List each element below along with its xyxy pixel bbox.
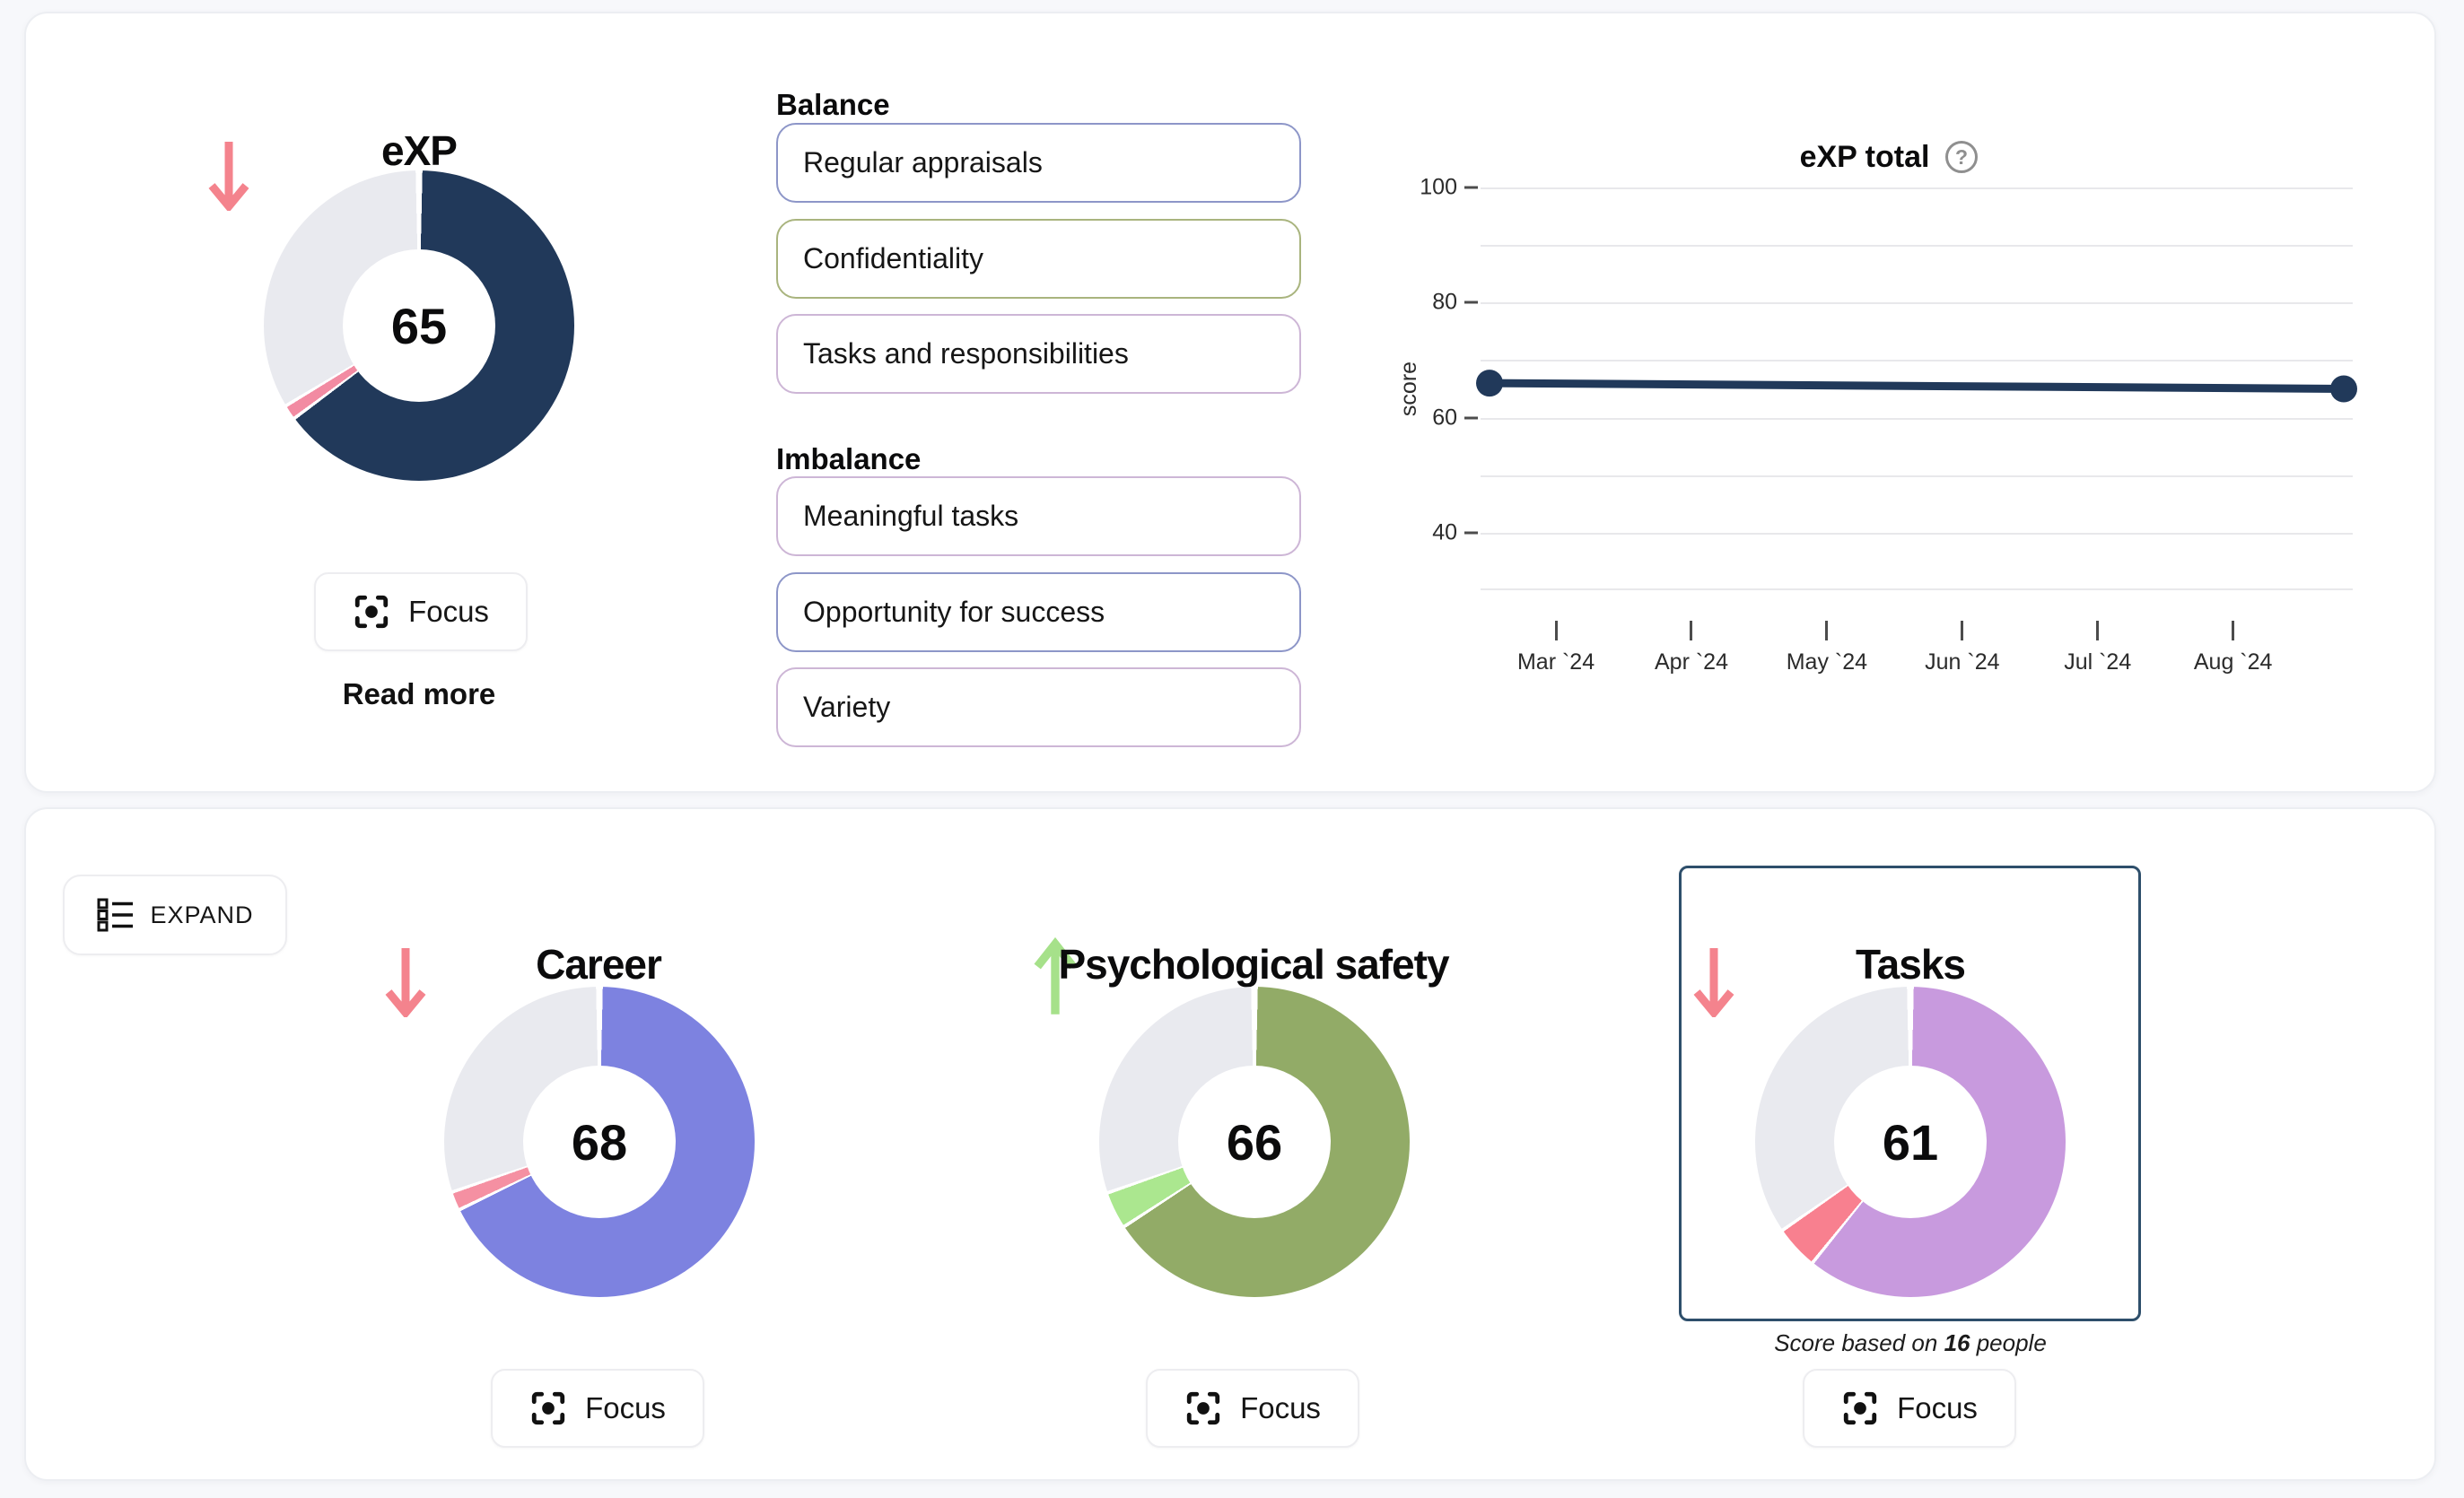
x-tick-label: Jun `24 (1925, 649, 2000, 675)
x-tick-mark (2232, 621, 2235, 640)
focus-icon (531, 1391, 565, 1425)
psychological-safety-donut-chart[interactable]: 66 (1099, 987, 1410, 1297)
x-tick-label: May `24 (1786, 649, 1868, 675)
exp-total-chart: score 100 80 60 40 Mar `24 Apr `24 May `24 Jun … (1397, 175, 2357, 675)
psychological-safety-score: 66 (1226, 1113, 1283, 1171)
focus-icon (1186, 1391, 1220, 1425)
svg-text:?: ? (1955, 145, 1968, 169)
gridline (1481, 532, 2353, 535)
list-icon (97, 898, 134, 932)
balance-item-tasks-responsibilities[interactable]: Tasks and responsibilities (776, 314, 1301, 394)
exp-total-chart-title: eXP total ? (1614, 135, 2165, 179)
balance-header: Balance (776, 88, 890, 121)
y-axis-label-text: score (1396, 361, 1422, 417)
x-tick-label: Aug `24 (2193, 649, 2273, 675)
exp-title: eXP (381, 127, 458, 175)
balance-item-label: Regular appraisals (803, 146, 1043, 179)
imbalance-item-meaningful-tasks[interactable]: Meaningful tasks (776, 476, 1301, 556)
tasks-donut-chart[interactable]: 61 (1755, 987, 2066, 1297)
x-tick-mark (1961, 621, 1964, 640)
exp-score: 65 (390, 297, 448, 354)
y-tick-mark (1464, 416, 1478, 420)
y-tick-label: 60 (1432, 405, 1457, 431)
tasks-selected-box[interactable] (1679, 866, 2141, 1321)
data-point-marker (1476, 370, 1503, 397)
focus-button-psychological-safety[interactable]: Focus (1146, 1369, 1359, 1448)
x-tick-label: Apr `24 (1654, 649, 1728, 675)
exp-donut-hole: 65 (343, 249, 495, 402)
imbalance-item-variety[interactable]: Variety (776, 667, 1301, 747)
balance-item-regular-appraisals[interactable]: Regular appraisals (776, 123, 1301, 203)
balance-item-label: Confidentiality (803, 242, 983, 274)
imbalance-header: Imbalance (776, 442, 922, 475)
trend-down-icon (385, 948, 426, 1017)
psychological-safety-title: Psychological safety (1058, 941, 1449, 989)
imbalance-item-opportunity-for-success[interactable]: Opportunity for success (776, 572, 1301, 652)
trend-up-icon (1034, 936, 1077, 1015)
gridline (1481, 360, 2353, 362)
tasks-score-note: Score based on 16 people (1686, 1329, 2135, 1357)
expand-button[interactable]: EXPAND (63, 875, 287, 955)
balance-item-label: Tasks and responsibilities (803, 337, 1129, 370)
tasks-donut-hole: 61 (1834, 1066, 1987, 1218)
gridline (1481, 588, 2353, 590)
gridline (1481, 187, 2353, 189)
read-more-link[interactable]: Read more (342, 677, 496, 710)
score-note-count: 16 (1944, 1329, 1970, 1356)
gridline (1481, 302, 2353, 305)
x-tick-mark (1825, 621, 1829, 640)
focus-button-tasks[interactable]: Focus (1803, 1369, 2016, 1448)
focus-button-label: Focus (1240, 1391, 1321, 1424)
exp-total-line-series (1476, 370, 2357, 403)
y-tick-label: 100 (1420, 174, 1457, 200)
expand-button-label: EXPAND (150, 901, 254, 928)
trend-down-icon (208, 142, 249, 211)
score-note-suffix: people (1970, 1329, 2047, 1356)
focus-button-exp[interactable]: Focus (314, 572, 528, 651)
career-donut-hole: 68 (523, 1066, 676, 1218)
score-note-prefix: Score based on (1774, 1329, 1944, 1356)
gridline (1481, 245, 2353, 248)
tasks-score: 61 (1882, 1113, 1939, 1171)
focus-button-career[interactable]: Focus (491, 1369, 704, 1448)
gridline (1481, 417, 2353, 420)
focus-button-label: Focus (585, 1391, 666, 1424)
gridline (1481, 475, 2353, 477)
x-tick-mark (1554, 621, 1558, 640)
imbalance-item-label: Meaningful tasks (803, 500, 1019, 532)
balance-item-confidentiality[interactable]: Confidentiality (776, 219, 1301, 299)
career-donut-chart[interactable]: 68 (444, 987, 755, 1297)
focus-button-label: Focus (408, 595, 489, 628)
y-tick-label: 40 (1432, 519, 1457, 545)
career-score: 68 (571, 1113, 628, 1171)
categories-card: EXPAND Career 68 Focus Psychological saf… (24, 807, 2436, 1481)
x-tick-mark (1690, 621, 1693, 640)
exp-summary-card: eXP 65 Focus Read more Balance Regular a… (24, 12, 2436, 793)
focus-icon (354, 595, 389, 629)
career-title: Career (536, 941, 662, 989)
x-tick-label: Mar `24 (1516, 649, 1595, 675)
y-axis-label: score (1394, 187, 1425, 590)
y-tick-label: 80 (1432, 289, 1457, 315)
tasks-title: Tasks (1855, 941, 1966, 989)
x-tick-label: Jul `24 (2064, 649, 2132, 675)
imbalance-item-label: Variety (803, 691, 891, 723)
chart-title-text: eXP total (1799, 139, 1930, 174)
psychological-safety-donut-hole: 66 (1178, 1066, 1331, 1218)
trend-down-icon (1693, 948, 1734, 1017)
exp-donut-chart: 65 (264, 170, 574, 481)
y-tick-mark (1464, 531, 1478, 535)
x-tick-mark (2096, 621, 2100, 640)
imbalance-item-label: Opportunity for success (803, 596, 1105, 628)
y-tick-mark (1464, 300, 1478, 304)
data-point-marker (2330, 375, 2357, 403)
focus-button-label: Focus (1897, 1391, 1978, 1424)
help-icon[interactable]: ? (1944, 139, 1979, 175)
y-tick-mark (1464, 186, 1478, 189)
focus-icon (1843, 1391, 1877, 1425)
